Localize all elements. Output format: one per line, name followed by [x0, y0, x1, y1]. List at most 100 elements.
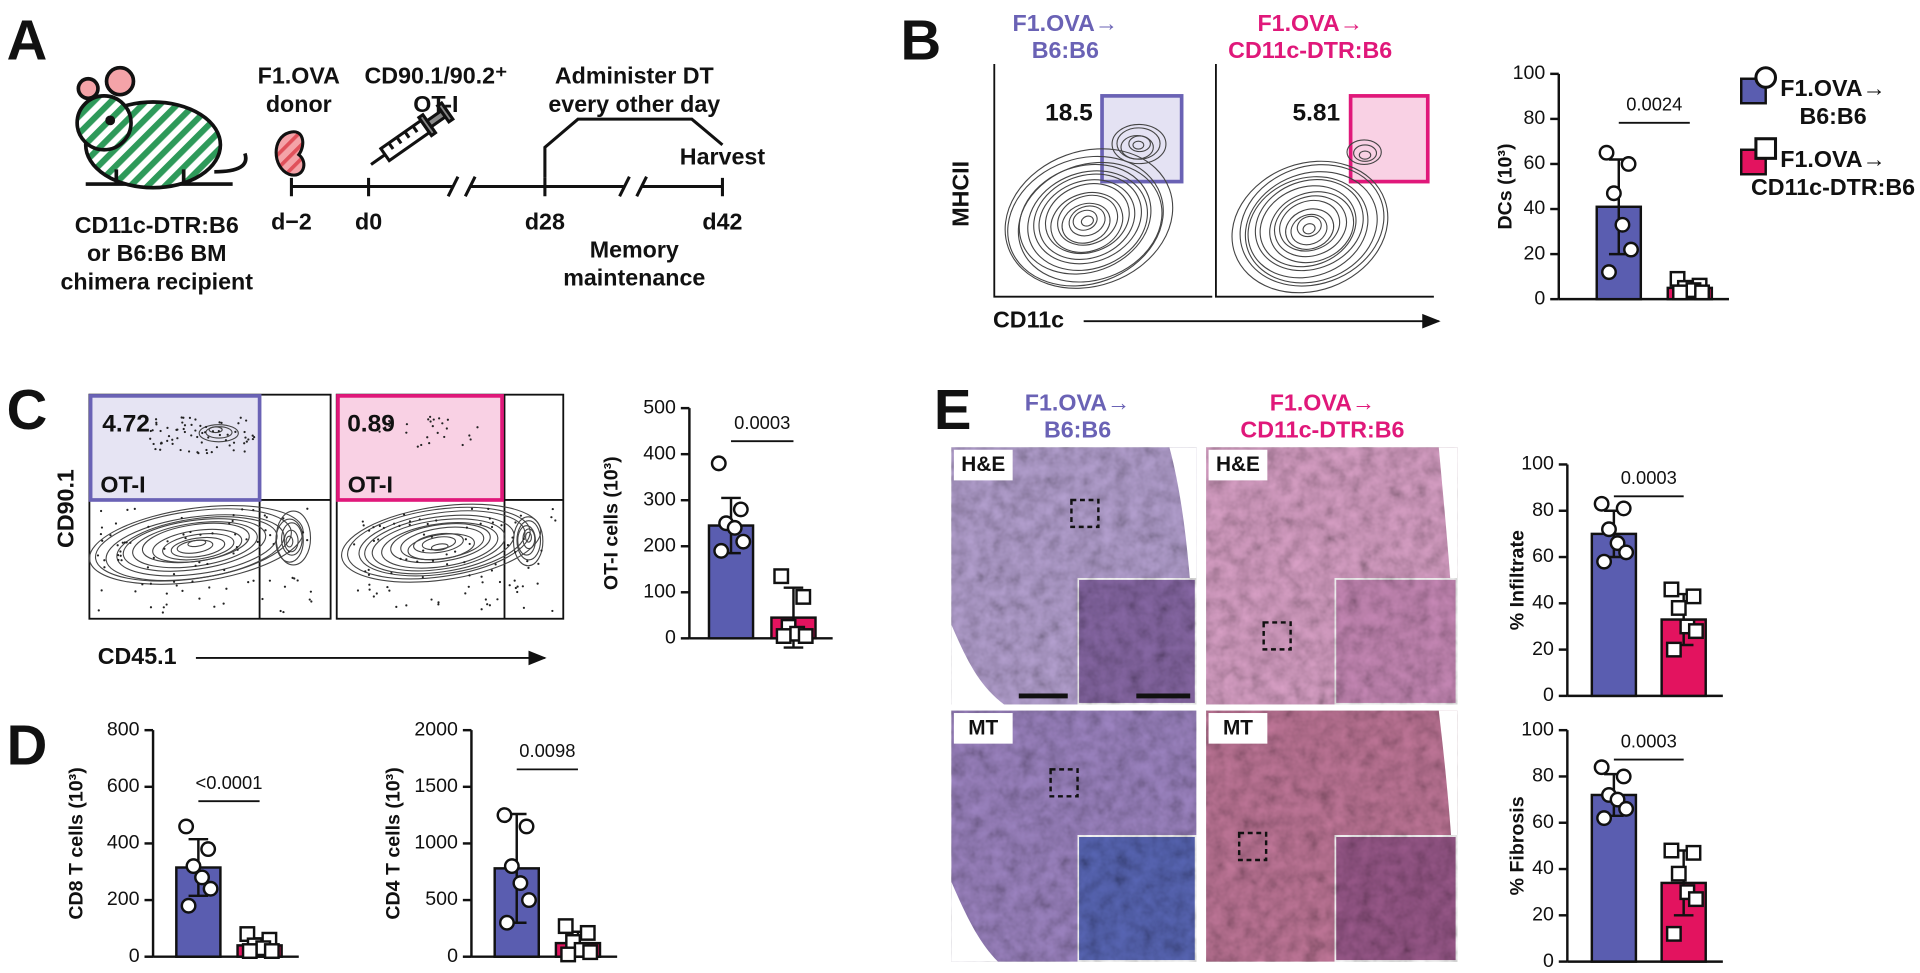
event-dot — [395, 605, 398, 608]
event-dot — [428, 442, 431, 445]
stain-label: H&E — [1216, 453, 1260, 476]
event-dot — [109, 534, 112, 537]
event-dot — [522, 606, 526, 609]
data-point — [713, 542, 730, 559]
event-dot — [356, 589, 360, 592]
event-dot — [291, 576, 294, 579]
data-point — [1623, 241, 1639, 258]
event-dot — [279, 609, 282, 613]
event-dot — [511, 536, 514, 539]
y-tick-label: 2000 — [414, 718, 458, 740]
event-dot — [496, 598, 499, 601]
group-title: CD11c-DTR:B6 — [1240, 417, 1404, 443]
event-dot — [427, 418, 430, 421]
gate-value: 0.89 — [347, 411, 395, 438]
p-value: 0.0003 — [1621, 467, 1677, 488]
event-dot — [446, 563, 449, 566]
event-dot — [235, 546, 239, 549]
y-tick-label: 200 — [107, 888, 140, 910]
gate-value: 5.81 — [1293, 100, 1341, 127]
event-dot — [198, 597, 201, 600]
event-dot — [364, 570, 367, 573]
event-dot — [188, 416, 192, 419]
p-value: 0.0003 — [734, 412, 790, 433]
event-dot — [191, 580, 194, 583]
event-dot — [194, 429, 197, 432]
y-tick-label: 500 — [643, 396, 676, 418]
event-dot — [149, 606, 153, 609]
y-tick-label: 200 — [643, 534, 676, 556]
gate-value: 18.5 — [1045, 100, 1093, 127]
event-dot — [301, 531, 305, 534]
data-point — [518, 818, 535, 835]
data-point — [732, 501, 749, 518]
event-dot — [165, 592, 168, 595]
y-tick-label: 300 — [643, 488, 676, 510]
event-dot — [211, 532, 214, 535]
kidney-illustration — [274, 130, 306, 177]
data-point — [512, 875, 529, 892]
event-dot — [437, 603, 440, 606]
data-point — [579, 924, 596, 941]
event-dot — [172, 580, 176, 583]
bar-chart: 0 200 400 600 800 CD8 T cells (10³) <0.0001 — [65, 718, 299, 967]
event-dot — [182, 427, 185, 431]
event-dot — [308, 598, 311, 601]
event-dot — [288, 550, 291, 553]
data-point — [1670, 599, 1687, 616]
event-dot — [388, 589, 391, 592]
phase-label: maintenance — [563, 265, 705, 291]
event-dot — [484, 598, 487, 601]
event-dot — [103, 559, 106, 562]
axis-label: MHCII — [948, 161, 974, 227]
y-tick-label: 60 — [1532, 811, 1554, 833]
event-dot — [514, 551, 517, 554]
event-dot — [146, 566, 150, 569]
event-dot — [196, 435, 199, 439]
event-dot — [388, 419, 391, 423]
legend-label: B6:B6 — [1799, 103, 1866, 129]
donor-label: F1.OVA — [258, 63, 340, 89]
event-dot — [480, 608, 483, 611]
contour — [512, 516, 544, 567]
event-dot — [199, 533, 202, 536]
data-point — [1665, 925, 1682, 942]
contour — [1061, 202, 1111, 244]
event-dot — [176, 428, 179, 431]
event-dot — [516, 585, 519, 588]
gate-label: OT-I — [100, 472, 145, 498]
contour — [1044, 183, 1130, 254]
contour — [1017, 161, 1163, 283]
event-dot — [488, 604, 491, 607]
gate-value: 4.72 — [102, 411, 150, 438]
event-dot — [194, 418, 197, 421]
event-dot — [551, 609, 554, 613]
event-dot — [181, 421, 184, 424]
data-point — [263, 943, 280, 960]
y-tick-label: 400 — [107, 832, 140, 854]
legend-marker — [1754, 66, 1778, 89]
event-dot — [117, 558, 120, 562]
event-dot — [416, 445, 419, 448]
contour — [1239, 164, 1385, 287]
legend-label: F1.OVA→ — [1780, 75, 1886, 101]
contour — [162, 533, 235, 561]
event-dot — [190, 434, 193, 437]
event-dot — [402, 513, 406, 516]
transfer-label: CD90.1/90.2⁺ — [365, 63, 508, 89]
event-dot — [133, 507, 136, 510]
event-dot — [431, 425, 434, 428]
data-point — [1663, 581, 1680, 598]
event-dot — [154, 447, 157, 451]
event-dot — [163, 547, 166, 550]
event-dot — [487, 507, 490, 510]
event-dot — [123, 541, 126, 544]
event-dot — [141, 583, 144, 586]
data-point — [735, 533, 752, 550]
event-dot — [155, 423, 158, 426]
group-title: F1.OVA→ — [1270, 390, 1376, 416]
p-value: <0.0001 — [196, 772, 263, 793]
data-point — [1593, 495, 1610, 512]
event-dot — [147, 525, 150, 528]
event-dot — [218, 433, 221, 437]
